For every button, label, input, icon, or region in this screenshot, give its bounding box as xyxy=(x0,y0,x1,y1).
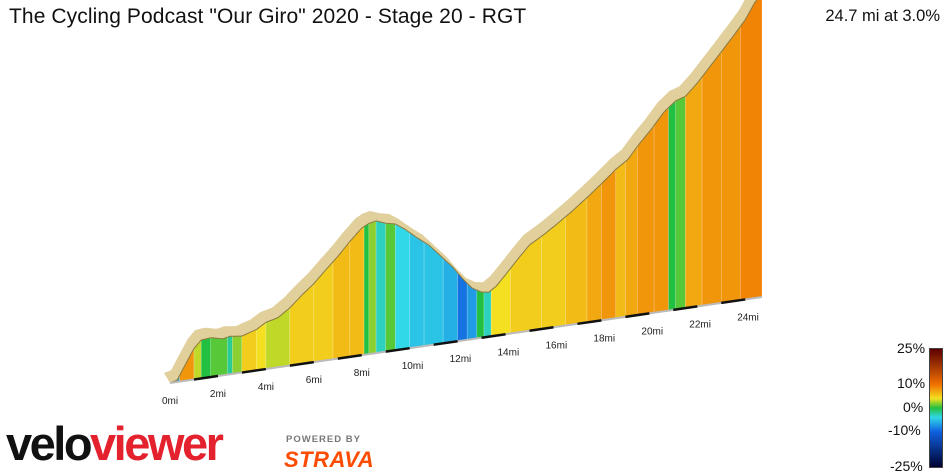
x-tick-label: 10mi xyxy=(402,361,424,372)
grade-color-scale xyxy=(929,348,943,468)
legend-label-minus10: -10% xyxy=(888,422,921,438)
axis-band-8 xyxy=(385,346,410,353)
grade-segment-29 xyxy=(565,196,588,326)
grade-segment-34 xyxy=(637,124,655,316)
veloviewer-logo[interactable]: veloviewer xyxy=(6,417,224,470)
legend-label-10: 10% xyxy=(897,375,926,391)
x-tick-label: 0mi xyxy=(162,396,178,407)
route-summary: 24.7 mi at 3.0% xyxy=(825,7,940,25)
axis-band-2 xyxy=(241,367,267,374)
legend-label-25: 25% xyxy=(897,340,926,356)
profile-outline xyxy=(169,0,758,384)
grade-segment-40 xyxy=(720,25,741,304)
grade-segment-20 xyxy=(423,241,444,347)
powered-by-label: POWERED BY xyxy=(286,434,361,445)
logo-part-viewer: viewer xyxy=(90,417,224,470)
x-tick-label: 2mi xyxy=(210,389,226,400)
axis-band-6 xyxy=(337,353,362,360)
logo-part-velo: velo xyxy=(6,417,93,470)
grade-segment-13 xyxy=(349,225,365,358)
x-tick-label: 6mi xyxy=(306,375,322,386)
page-title: The Cycling Podcast "Our Giro" 2020 - St… xyxy=(9,5,527,28)
axis-band-16 xyxy=(577,319,602,326)
axis-band-10 xyxy=(433,339,458,346)
x-tick-label: 12mi xyxy=(450,354,472,365)
grade-segment-22 xyxy=(457,271,468,342)
grade-segment-8 xyxy=(255,321,267,371)
x-tick-label: 14mi xyxy=(498,347,520,358)
grade-segment-14 xyxy=(363,222,370,356)
grade-segment-23 xyxy=(466,282,478,341)
x-tick-label: 4mi xyxy=(258,382,274,393)
grade-segment-21 xyxy=(442,257,458,344)
axis-band-20 xyxy=(673,305,698,312)
axis-band-0 xyxy=(193,374,219,381)
x-tick-label: 18mi xyxy=(593,333,615,344)
x-tick-label: 22mi xyxy=(689,319,711,330)
distance-axis: 0mi 2mi 4mi 6mi 8mi 10mi 12mi 14mi 16mi 18mi 20mi 2… xyxy=(162,296,763,407)
grade-segment-24 xyxy=(476,289,485,339)
grade-segment-41 xyxy=(740,0,763,301)
grade-segment-35 xyxy=(653,106,669,314)
grade-segment-18 xyxy=(394,223,411,351)
axis-band-4 xyxy=(289,360,314,367)
axis-band-12 xyxy=(481,333,506,339)
grade-segment-3 xyxy=(200,337,211,379)
grade-segment-16 xyxy=(375,220,387,354)
profile-top-edge xyxy=(164,0,758,384)
grade-segment-32 xyxy=(615,160,626,319)
axis-baseline xyxy=(169,296,763,384)
grade-segment-38 xyxy=(684,75,703,309)
legend-label-minus25: -25% xyxy=(890,458,923,474)
grade-segment-6 xyxy=(232,335,243,375)
x-tick-label: 16mi xyxy=(546,340,568,351)
x-tick-label: 24mi xyxy=(737,312,759,323)
grade-segment-33 xyxy=(625,145,638,318)
grade-segment-37 xyxy=(675,95,686,310)
legend-label-0: 0% xyxy=(903,399,924,415)
grade-segment-4 xyxy=(210,336,228,378)
grade-segment-15 xyxy=(368,220,377,355)
axis-band-18 xyxy=(625,312,650,319)
grade-segment-25 xyxy=(483,289,492,338)
axis-band-14 xyxy=(529,326,554,333)
x-tick-label: 20mi xyxy=(641,326,663,337)
axis-band-22 xyxy=(721,298,746,305)
grade-segment-30 xyxy=(586,183,602,323)
grade-segment-19 xyxy=(409,232,425,349)
grade-segment-36 xyxy=(668,100,677,311)
x-tick-label: 8mi xyxy=(354,368,370,379)
grade-segment-17 xyxy=(385,222,396,353)
grade-segment-39 xyxy=(701,50,722,307)
grade-segment-7 xyxy=(241,329,257,373)
strava-logo[interactable]: STRAVA xyxy=(284,447,375,472)
grade-segment-5 xyxy=(227,335,233,375)
grade-stripes xyxy=(169,0,763,384)
grade-segment-31 xyxy=(601,168,617,321)
